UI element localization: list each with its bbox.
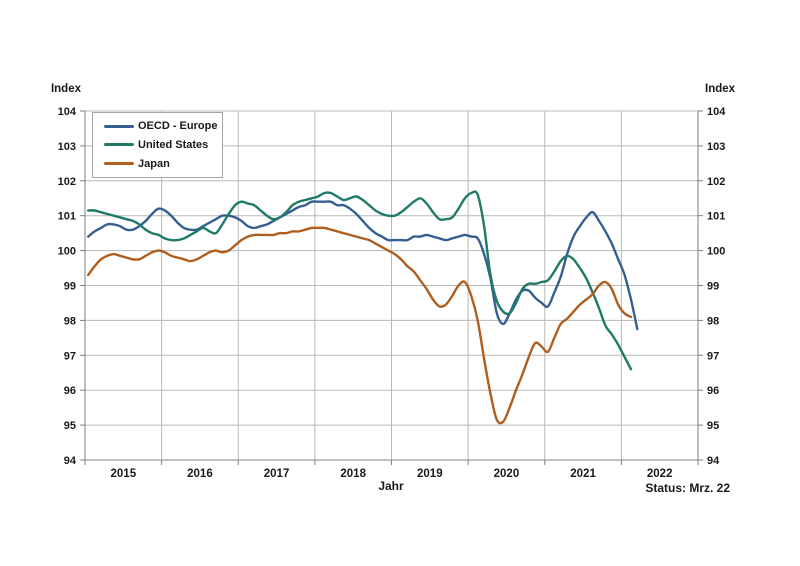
y-tick-label-left: 100 bbox=[58, 246, 76, 258]
y-tick-label-right: 103 bbox=[707, 141, 725, 153]
series-line-japan bbox=[87, 226, 633, 425]
y-axis-title-right: Index bbox=[705, 83, 736, 95]
legend-label-oecd-europe: OECD - Europe bbox=[138, 120, 218, 133]
y-tick-label-left: 95 bbox=[64, 420, 76, 432]
legend-item-japan: Japan bbox=[93, 155, 222, 173]
legend-line-sample-united-states bbox=[104, 143, 134, 147]
y-tick-label-left: 104 bbox=[58, 106, 77, 118]
x-tick-label: 2020 bbox=[494, 468, 520, 480]
x-tick-label: 2016 bbox=[187, 468, 213, 480]
y-tick-label-left: 98 bbox=[64, 315, 76, 327]
y-tick-label-left: 103 bbox=[58, 141, 76, 153]
y-tick-label-right: 99 bbox=[707, 281, 719, 293]
y-tick-label-right: 97 bbox=[707, 350, 719, 362]
y-tick-label-left: 97 bbox=[64, 350, 76, 362]
y-tick-label-left: 102 bbox=[58, 176, 76, 188]
y-tick-label-right: 101 bbox=[707, 211, 725, 223]
y-tick-label-left: 99 bbox=[64, 281, 76, 293]
y-tick-label-right: 98 bbox=[707, 315, 719, 327]
x-tick-label: 2022 bbox=[647, 468, 673, 480]
x-tick-label: 2018 bbox=[340, 468, 366, 480]
series-line-oecd-europe bbox=[87, 200, 639, 331]
y-tick-label-right: 104 bbox=[707, 106, 726, 118]
y-tick-label-right: 100 bbox=[707, 246, 725, 258]
x-axis-title: Jahr bbox=[378, 479, 404, 493]
x-tick-label: 2021 bbox=[570, 468, 596, 480]
x-tick-label: 2019 bbox=[417, 468, 443, 480]
legend-item-united-states: United States bbox=[93, 136, 222, 154]
y-tick-label-right: 96 bbox=[707, 385, 719, 397]
y-tick-label-left: 94 bbox=[64, 455, 77, 467]
y-tick-label-right: 95 bbox=[707, 420, 719, 432]
series-line-united-states bbox=[87, 190, 633, 371]
y-tick-label-right: 94 bbox=[707, 455, 720, 467]
legend-label-united-states: United States bbox=[138, 138, 209, 151]
y-tick-label-left: 96 bbox=[64, 385, 76, 397]
y-tick-label-right: 102 bbox=[707, 176, 725, 188]
x-tick-label: 2015 bbox=[111, 468, 137, 480]
x-tick-label: 2017 bbox=[264, 468, 290, 480]
y-tick-label-left: 101 bbox=[58, 211, 76, 223]
legend: OECD - Europe United States Japan bbox=[92, 112, 223, 178]
legend-line-sample-oecd-europe bbox=[104, 124, 134, 128]
y-axis-title-left: Index bbox=[50, 83, 81, 95]
legend-line-sample-japan bbox=[104, 162, 134, 166]
legend-item-oecd-europe: OECD - Europe bbox=[93, 117, 222, 135]
status-note: Status: Mrz. 22 bbox=[645, 481, 730, 495]
legend-label-japan: Japan bbox=[138, 157, 170, 170]
